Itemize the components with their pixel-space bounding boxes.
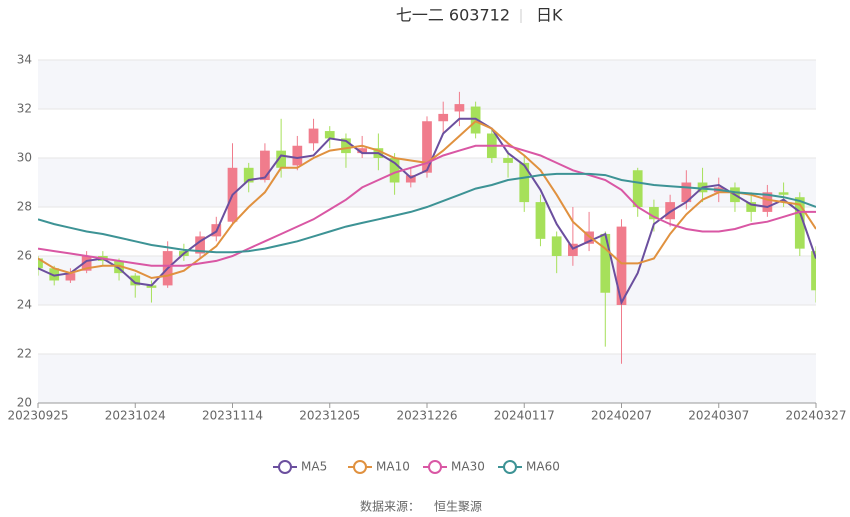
grid-band — [38, 354, 816, 403]
candle-body — [422, 121, 432, 173]
chart-subtitle: 日K — [536, 6, 563, 25]
candle-body — [632, 170, 643, 207]
y-tick-label: 32 — [17, 102, 32, 116]
candle-body — [38, 258, 43, 269]
legend-label[interactable]: MA30 — [451, 460, 485, 474]
x-tick-label: 20231114 — [202, 409, 263, 423]
candle-body — [438, 113, 449, 122]
x-tick-label: 20240207 — [591, 409, 652, 423]
candle-body — [762, 192, 773, 212]
source: 恒生聚源 — [434, 500, 482, 514]
candle-body — [405, 175, 416, 183]
candle-body — [81, 256, 92, 271]
y-tick-label: 22 — [17, 347, 32, 361]
legend-label[interactable]: MA10 — [376, 460, 410, 474]
y-tick-label: 20 — [17, 396, 32, 410]
candle-body — [49, 268, 60, 281]
candle-body — [308, 128, 319, 144]
y-tick-label: 26 — [17, 249, 32, 263]
plot — [38, 91, 816, 364]
legend-marker — [278, 460, 292, 474]
y-tick-label: 24 — [17, 298, 32, 312]
x-tick-label: 20240117 — [494, 409, 555, 423]
candle-body — [649, 207, 659, 220]
y-tick-label: 34 — [17, 53, 32, 67]
legend-label[interactable]: MA60 — [526, 460, 560, 474]
candle-body — [535, 202, 546, 239]
candle-body — [454, 104, 465, 112]
candle-body — [519, 162, 530, 203]
candle-body — [600, 233, 611, 293]
ma-line — [38, 117, 816, 306]
source-label: 数据来源： — [360, 499, 420, 514]
candle-body — [681, 182, 692, 203]
candle-body — [470, 106, 481, 134]
y-tick-label: 28 — [17, 200, 32, 214]
legend-marker — [428, 460, 442, 474]
candle-body — [243, 167, 254, 183]
candle-body — [341, 138, 351, 154]
candle-body — [146, 285, 157, 288]
candle-body — [130, 275, 141, 286]
candle-body — [811, 251, 816, 291]
candle-body — [65, 273, 76, 281]
candle-body — [389, 158, 400, 183]
grid-band — [38, 60, 816, 109]
ma-line — [38, 172, 816, 254]
x-tick-label: 20240327 — [785, 409, 846, 423]
candle-body — [568, 243, 578, 256]
candle-body — [357, 148, 368, 154]
x-tick-label: 20231226 — [396, 409, 457, 423]
candle-body — [794, 197, 805, 249]
candle-body — [746, 202, 757, 212]
candle-body — [276, 150, 286, 168]
candle-body — [260, 150, 270, 181]
x-tick-label: 20231024 — [105, 409, 166, 423]
y-tick-label: 30 — [17, 151, 32, 165]
ma-line — [38, 144, 816, 267]
x-tick-label: 20240307 — [688, 409, 749, 423]
candle-body — [324, 131, 335, 139]
chart-title: 七一二 603712 — [396, 6, 510, 25]
grid-band — [38, 256, 816, 305]
legend-marker — [503, 460, 517, 474]
candle-body — [114, 260, 124, 274]
x-tick-label: 20231205 — [299, 409, 360, 423]
x-tick-label: 20230925 — [7, 409, 68, 423]
candle-body — [292, 145, 303, 166]
candle-body — [195, 236, 205, 254]
legend-marker — [353, 460, 367, 474]
candle-body — [616, 226, 627, 305]
candle-body — [665, 202, 675, 220]
candle-body — [778, 192, 789, 195]
legend-label[interactable]: MA5 — [301, 460, 327, 474]
candle-body — [551, 236, 562, 256]
candle-body — [503, 158, 513, 163]
